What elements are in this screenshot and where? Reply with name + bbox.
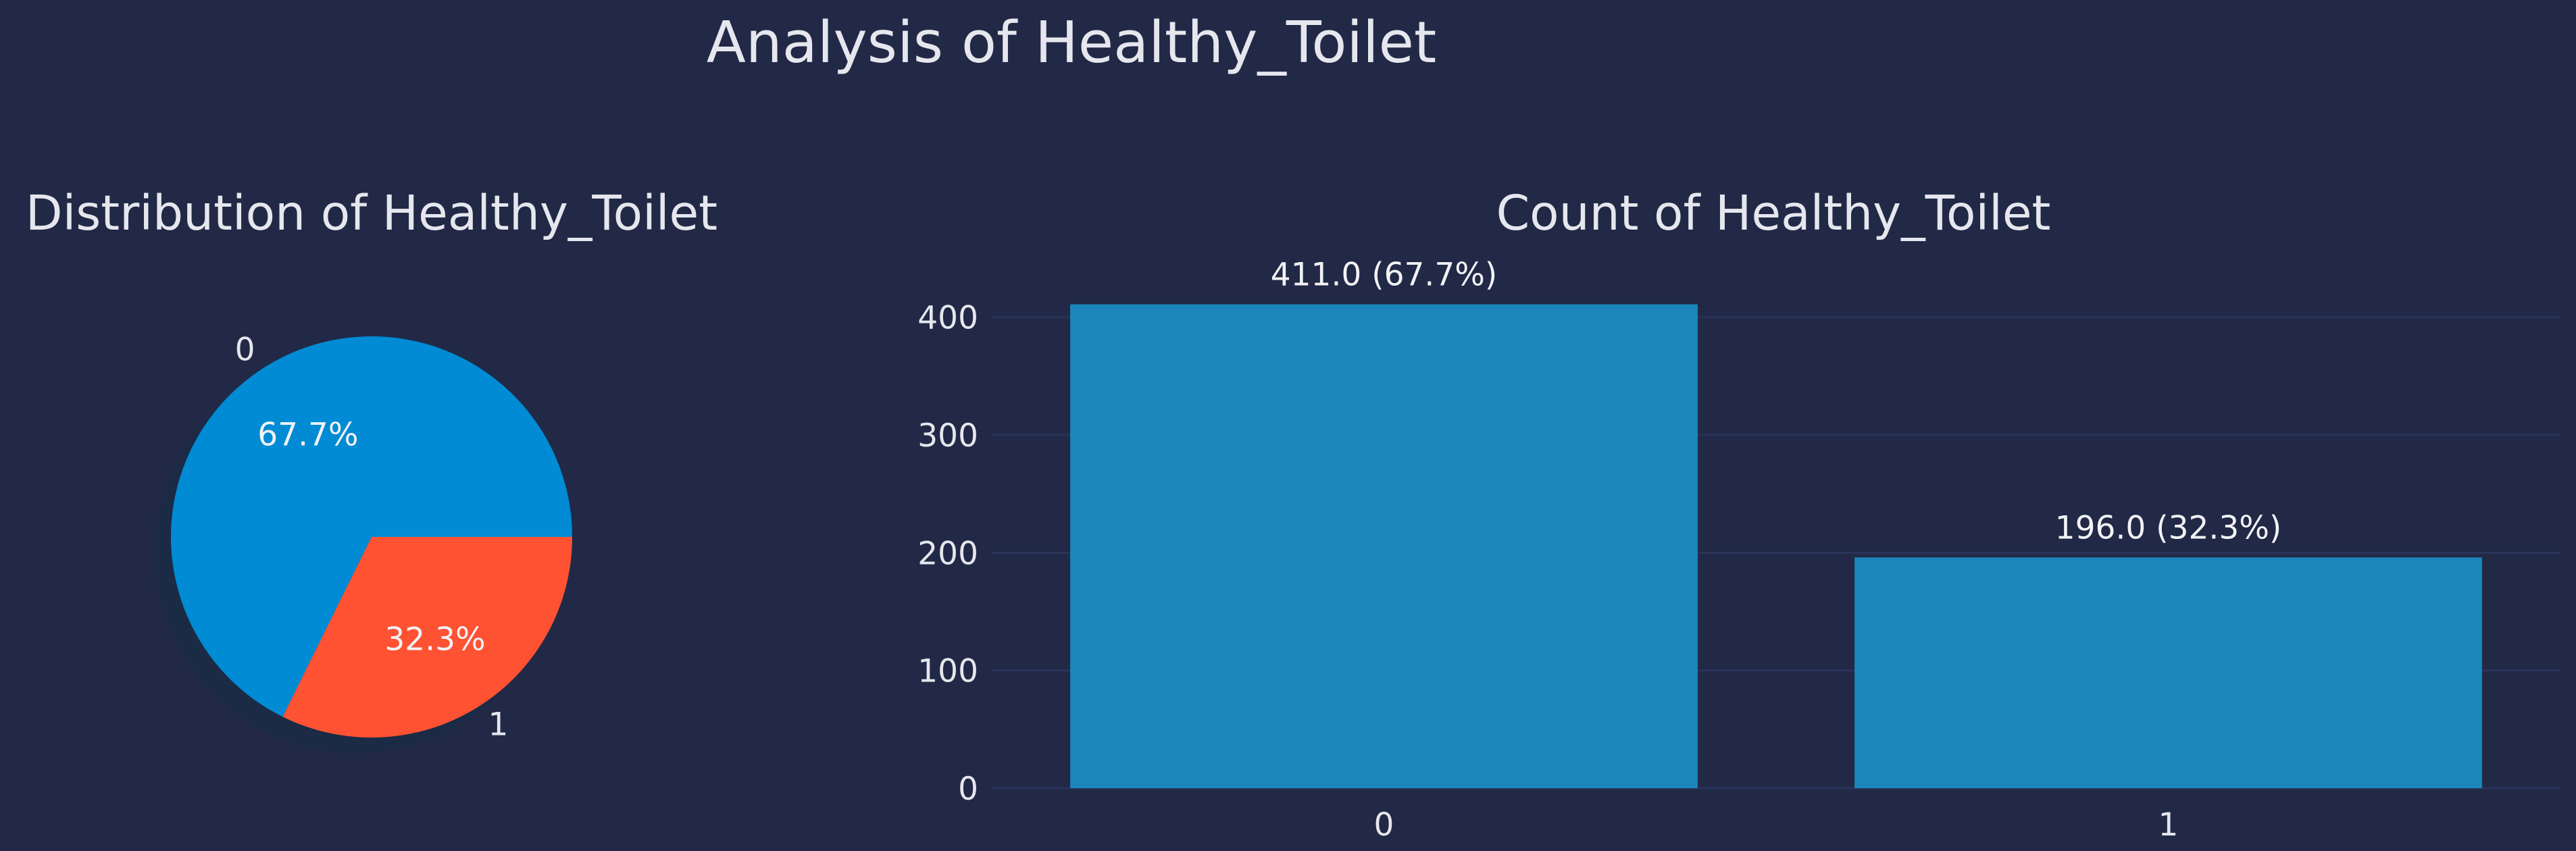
y-tick-label-100: 100 <box>917 653 978 690</box>
x-tick-label-0: 0 <box>1374 806 1394 844</box>
pie-chart-title: Distribution of Healthy_Toilet <box>26 185 717 241</box>
bar-0 <box>1070 304 1698 789</box>
y-tick-label-400: 400 <box>917 300 978 337</box>
pie-category-label-1: 1 <box>488 706 508 743</box>
bar-1 <box>1854 557 2482 788</box>
bar-chart-title: Count of Healthy_Toilet <box>1496 185 2051 241</box>
x-tick-label-1: 1 <box>2158 806 2179 844</box>
y-tick-label-200: 200 <box>917 535 978 572</box>
pie-pct-label-1: 32.3% <box>384 621 485 658</box>
figure-title: Analysis of Healthy_Toilet <box>707 9 1436 76</box>
bar-value-labels: 411.0 (67.7%) 196.0 (32.3%) <box>1271 257 2281 547</box>
bar-value-label-1: 196.0 (32.3%) <box>2055 509 2281 546</box>
pie-texts: 67.7% 0 32.3% 1 <box>235 332 509 744</box>
pie-slices <box>170 336 572 738</box>
pie-category-label-0: 0 <box>235 332 255 369</box>
pie-slice-1 <box>282 537 572 738</box>
bar-y-ticks: 0 100 200 300 400 <box>917 300 978 808</box>
y-tick-label-300: 300 <box>917 417 978 455</box>
bar-bars <box>1070 304 2482 789</box>
pie-slice-0 <box>170 336 572 717</box>
pie-pct-label-0: 67.7% <box>257 417 358 454</box>
bar-value-label-0: 411.0 (67.7%) <box>1271 257 1497 294</box>
y-tick-label-0: 0 <box>958 771 978 808</box>
pie-chart: Distribution of Healthy_Toilet 67.7% 0 32.… <box>26 185 717 753</box>
